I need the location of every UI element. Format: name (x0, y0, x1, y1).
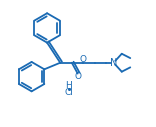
Text: Cl: Cl (64, 88, 73, 97)
Text: O: O (74, 72, 81, 81)
Text: H: H (65, 81, 72, 90)
Text: N: N (110, 58, 117, 68)
Text: O: O (79, 55, 86, 64)
